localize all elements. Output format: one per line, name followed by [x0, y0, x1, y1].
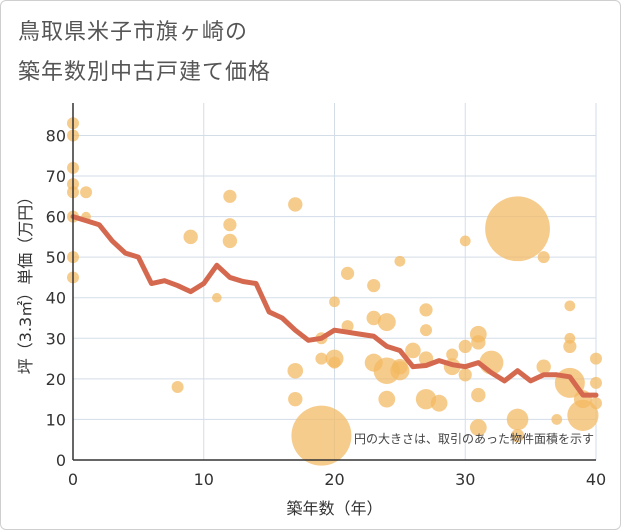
data-bubble: [485, 196, 550, 262]
data-bubble: [510, 429, 525, 443]
data-bubble: [340, 266, 355, 280]
data-bubble: [536, 359, 551, 374]
data-bubble: [471, 335, 486, 350]
bubbles: [67, 117, 602, 466]
x-tick-label: 40: [586, 470, 606, 489]
y-tick-label: 80: [46, 126, 66, 145]
y-tick-label: 60: [46, 208, 66, 227]
data-bubble: [328, 356, 341, 369]
data-bubble: [537, 251, 550, 264]
data-bubble: [223, 218, 237, 232]
data-bubble: [590, 376, 602, 389]
y-tick-label: 0: [56, 451, 66, 470]
axes: 0 10 20 30 40 0 10 20 30 40 50 60 70 80: [46, 103, 606, 489]
data-bubble: [430, 394, 448, 412]
data-bubble: [506, 408, 529, 431]
data-bubble: [471, 387, 486, 403]
data-bubble: [563, 339, 577, 354]
y-tick-label: 30: [46, 329, 66, 348]
data-bubble: [287, 362, 304, 379]
trend-line: [70, 214, 599, 398]
data-bubble: [420, 324, 433, 337]
data-bubble: [222, 233, 238, 249]
data-bubble: [567, 399, 599, 431]
data-bubble: [459, 235, 471, 247]
data-bubble: [315, 352, 328, 365]
x-tick-label: 30: [455, 470, 475, 489]
data-bubble: [469, 419, 487, 436]
data-bubble: [378, 390, 396, 408]
y-tick-label: 50: [46, 248, 66, 267]
data-bubble: [288, 197, 303, 212]
data-bubble: [590, 397, 602, 410]
data-bubble: [171, 380, 184, 393]
chart-title-line2: 築年数別中古戸建て価格: [18, 60, 272, 85]
data-bubble: [183, 229, 198, 245]
data-bubble: [223, 189, 237, 203]
data-bubble: [394, 255, 406, 267]
x-tick-label: 0: [68, 470, 78, 489]
trend-polyline: [70, 214, 599, 398]
data-bubble: [446, 348, 459, 361]
y-tick-label: 10: [46, 410, 66, 429]
y-tick-label: 40: [46, 289, 66, 308]
bubble-size-note: 円の大きさは、取引のあった物件面積を示す: [354, 431, 594, 446]
data-bubble: [341, 320, 354, 333]
data-bubble: [405, 342, 421, 359]
data-bubble: [367, 278, 381, 293]
y-tick-label: 70: [46, 167, 66, 186]
data-bubble: [551, 414, 563, 425]
data-bubble: [80, 186, 93, 199]
data-bubble: [366, 310, 381, 326]
data-bubble: [390, 361, 410, 381]
data-bubble: [288, 391, 303, 407]
x-axis-label: 築年数（年）: [286, 499, 382, 518]
x-tick-label: 10: [194, 470, 214, 489]
data-bubble: [212, 292, 222, 303]
data-bubble: [291, 405, 352, 466]
data-bubble: [419, 303, 433, 317]
data-bubble: [377, 313, 396, 332]
data-bubble: [329, 296, 340, 308]
data-bubble: [590, 352, 602, 365]
data-bubble: [458, 368, 472, 382]
y-tick-label: 20: [46, 370, 66, 389]
data-bubble: [458, 339, 472, 354]
data-bubble: [564, 300, 576, 312]
y-axis-label: 坪（3.3㎡）単価（万円）: [16, 189, 35, 374]
chart-title-line1: 鳥取県米子市旗ヶ崎の: [18, 20, 249, 45]
grid-lines: [73, 103, 597, 460]
x-tick-label: 20: [324, 470, 344, 489]
